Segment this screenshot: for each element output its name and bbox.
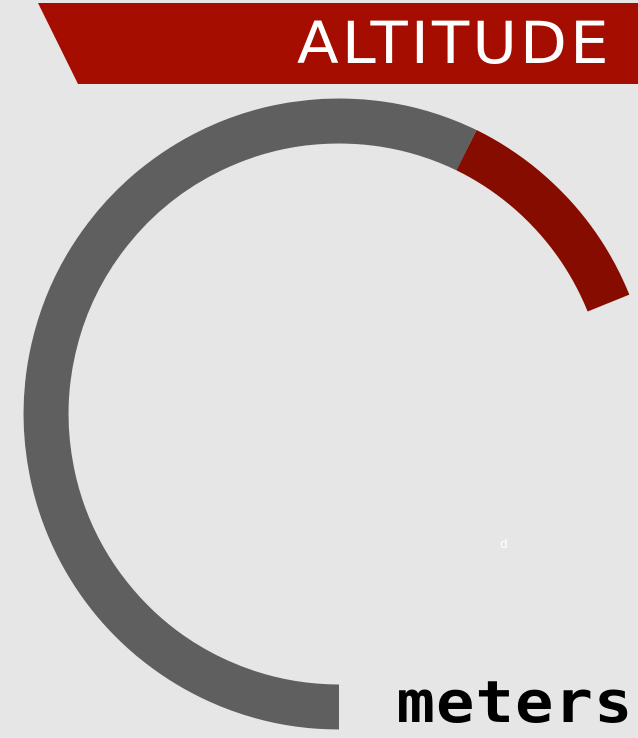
altitude-gauge <box>23 98 630 730</box>
banner-shape <box>38 3 638 84</box>
gauge-danger-zone <box>456 130 630 312</box>
title-banner <box>0 0 638 86</box>
gauge-needle-label: d <box>500 537 508 551</box>
page-title: ALTITUDE <box>297 9 612 77</box>
gauge-track <box>23 98 477 730</box>
unit-label: meters <box>396 668 634 736</box>
